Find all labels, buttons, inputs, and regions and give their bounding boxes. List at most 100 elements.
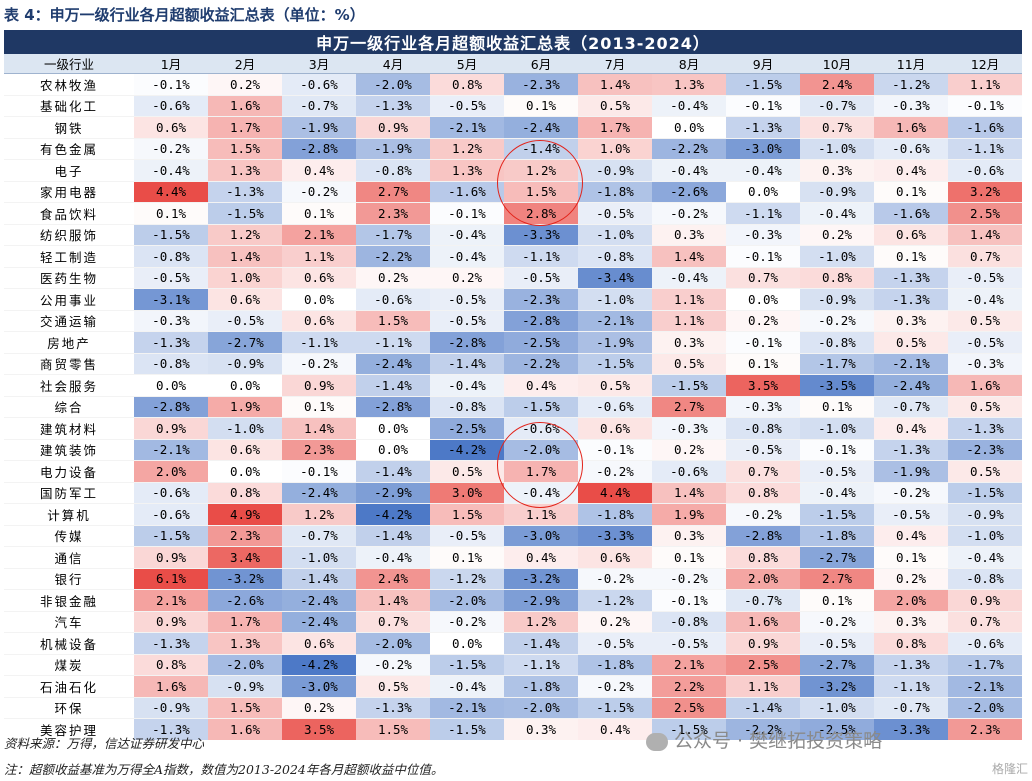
return-cell: -3.0% <box>504 524 578 547</box>
return-cell: -0.4% <box>800 202 874 224</box>
return-cell: 0.9% <box>948 589 1023 611</box>
return-cell: 1.3% <box>208 632 282 654</box>
return-cell: 2.2% <box>652 675 726 697</box>
industry-name: 商贸零售 <box>4 352 134 375</box>
return-cell: -0.7% <box>282 94 356 117</box>
return-cell: 0.7% <box>726 266 800 289</box>
header-month: 6月 <box>504 54 578 74</box>
return-cell: 0.5% <box>652 352 726 375</box>
return-cell: 2.0% <box>134 460 208 482</box>
return-cell: 0.1% <box>800 395 874 418</box>
table-row: 环保 -0.9% 1.5% 0.2% -1.3% -2.1% -2.0% -1.5% 2.5% -… <box>4 696 1023 719</box>
return-cell: -1.2% <box>578 589 652 611</box>
industry-name: 国防军工 <box>4 481 134 504</box>
return-cell: 0.5% <box>948 309 1023 332</box>
header-month: 5月 <box>430 54 504 74</box>
return-cell: -1.3% <box>948 417 1023 439</box>
return-cell: -1.5% <box>948 481 1023 504</box>
watermark-text: 公众号 · 樊继拓投资策略 <box>674 730 883 752</box>
return-cell: 1.3% <box>430 159 504 181</box>
return-cell: -2.2% <box>652 137 726 160</box>
return-cell: -1.3% <box>874 438 948 461</box>
industry-name: 电子 <box>4 159 134 181</box>
return-cell: -0.6% <box>652 460 726 482</box>
header-month: 9月 <box>726 54 800 74</box>
return-cell: -1.1% <box>282 331 356 353</box>
return-cell: 0.3% <box>652 331 726 353</box>
return-cell: -0.3% <box>948 352 1023 375</box>
return-cell: 1.4% <box>948 223 1023 246</box>
return-cell: -2.1% <box>430 116 504 138</box>
return-cell: 6.1% <box>134 567 208 590</box>
return-cell: 0.6% <box>578 546 652 568</box>
return-cell: -0.5% <box>430 524 504 547</box>
return-cell: 1.1% <box>726 675 800 697</box>
return-cell: -0.3% <box>652 417 726 439</box>
return-cell: 0.8% <box>726 546 800 568</box>
industry-name: 家用电器 <box>4 180 134 203</box>
return-cell: -0.2% <box>282 352 356 375</box>
table-caption: 表 4：申万一级行业各月超额收益汇总表（单位：%） <box>4 6 365 24</box>
return-cell: 0.6% <box>134 116 208 138</box>
return-cell: -3.1% <box>134 288 208 310</box>
table-row: 建筑材料 0.9% -1.0% 1.4% 0.0% -2.5% -0.6% 0.6% -0.3%… <box>4 417 1023 439</box>
return-cell: 2.1% <box>282 223 356 246</box>
table-row: 传媒 -1.5% 2.3% -0.7% -1.4% -0.5% -3.0% -3.3% 0.3%… <box>4 524 1023 547</box>
return-cell: 1.7% <box>208 610 282 633</box>
return-cell: -2.5% <box>504 331 578 353</box>
return-cell: 2.5% <box>652 696 726 719</box>
table-row: 计算机 -0.6% 4.9% 1.2% -4.2% 1.5% 1.1% -1.8% 1.9% -0… <box>4 503 1023 525</box>
industry-name: 轻工制造 <box>4 245 134 267</box>
return-cell: 0.6% <box>208 288 282 310</box>
return-cell: 1.9% <box>652 503 726 525</box>
return-cell: 0.6% <box>578 417 652 439</box>
return-cell: 2.0% <box>874 589 948 611</box>
return-cell: -2.1% <box>430 696 504 719</box>
industry-name: 基础化工 <box>4 94 134 117</box>
return-cell: -2.3% <box>504 288 578 310</box>
industry-name: 美容护理 <box>4 718 134 740</box>
return-cell: 0.0% <box>134 374 208 396</box>
return-cell: -2.0% <box>948 696 1023 719</box>
return-cell: 1.6% <box>208 94 282 117</box>
return-cell: -0.1% <box>726 245 800 267</box>
return-cell: 0.8% <box>430 73 504 95</box>
return-cell: 1.7% <box>208 116 282 138</box>
return-cell: 1.6% <box>726 610 800 633</box>
return-cell: 0.3% <box>652 524 726 547</box>
return-cell: -1.7% <box>800 352 874 375</box>
table-row: 钢铁 0.6% 1.7% -1.9% 0.9% -2.1% -2.4% 1.7% 0.0% -1.… <box>4 116 1023 138</box>
return-cell: -3.0% <box>726 137 800 160</box>
return-cell: -0.1% <box>726 94 800 117</box>
return-cell: 0.2% <box>208 73 282 95</box>
return-cell: -0.6% <box>134 481 208 504</box>
corner-logo: 格隆汇 <box>991 762 1028 776</box>
return-cell: 0.0% <box>652 116 726 138</box>
return-cell: 0.5% <box>874 331 948 353</box>
return-cell: 2.4% <box>800 73 874 95</box>
return-cell: -0.4% <box>356 546 430 568</box>
return-cell: -1.1% <box>948 137 1023 160</box>
return-cell: -0.5% <box>874 503 948 525</box>
return-cell: 1.6% <box>134 675 208 697</box>
table-row: 社会服务 0.0% 0.0% 0.9% -1.4% -0.4% 0.4% 0.5% -1.5% 3… <box>4 374 1023 396</box>
watermark: 公众号 · 樊继拓投资策略 <box>646 726 882 756</box>
return-cell: -1.5% <box>652 718 726 740</box>
return-cell: -0.2% <box>134 137 208 160</box>
header-month: 1月 <box>134 54 208 74</box>
return-cell: 0.5% <box>578 94 652 117</box>
return-cell: 0.8% <box>134 653 208 676</box>
industry-name: 计算机 <box>4 503 134 525</box>
table-row: 美容护理 -1.3% 1.6% 3.5% 1.5% -1.5% 0.3% 0.4% -1.5% -… <box>4 718 1023 740</box>
return-cell: 0.1% <box>134 202 208 224</box>
return-cell: -2.6% <box>208 589 282 611</box>
footnote: 注：超额收益基准为万得全A指数，数值为2013-2024年各月超额收益中位值。 <box>4 762 444 777</box>
industry-name: 汽车 <box>4 610 134 633</box>
return-cell: -0.5% <box>430 288 504 310</box>
header-month: 7月 <box>578 54 652 74</box>
return-cell: 0.5% <box>578 374 652 396</box>
header-month: 2月 <box>208 54 282 74</box>
return-cell: 0.5% <box>430 460 504 482</box>
return-cell: 2.3% <box>208 524 282 547</box>
return-cell: 0.9% <box>726 632 800 654</box>
